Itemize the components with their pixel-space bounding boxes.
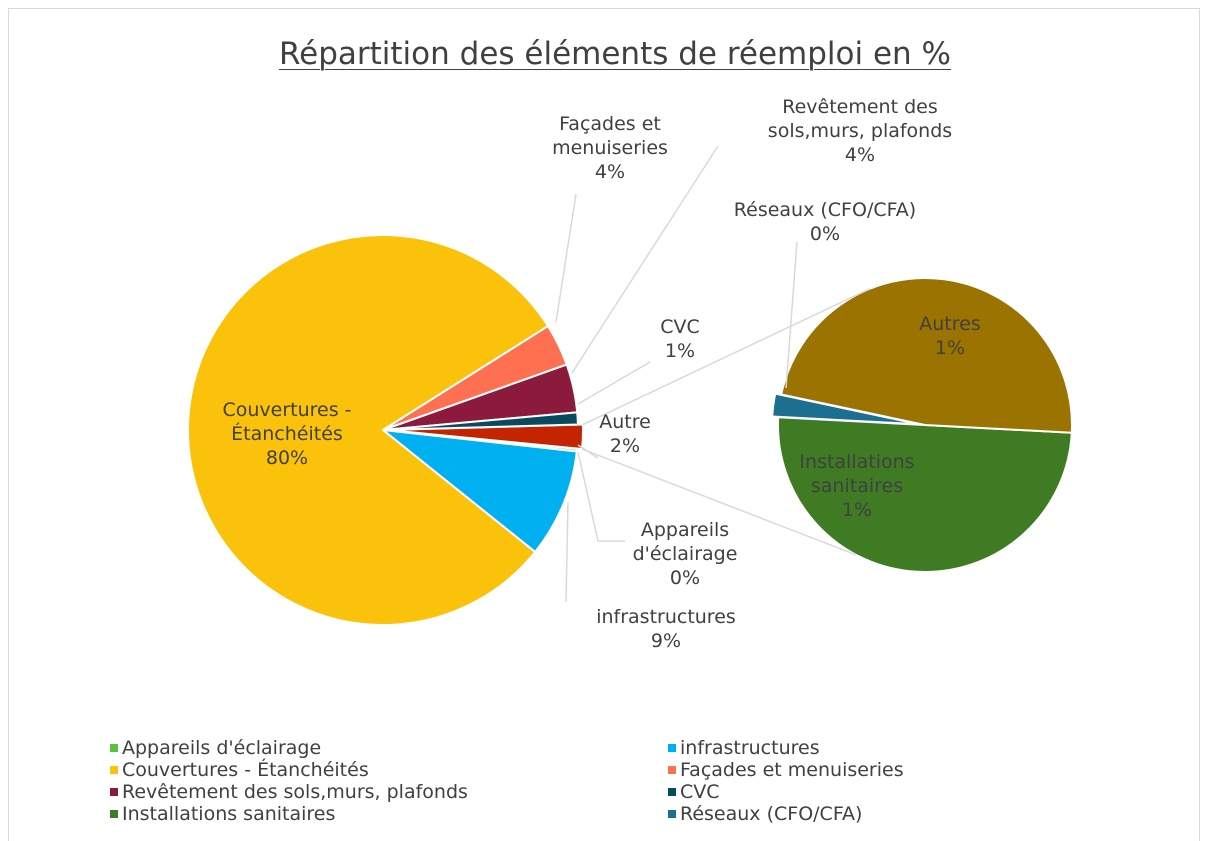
- chart-border: [8, 8, 1200, 841]
- legend-label: Couvertures - Étanchéités: [122, 759, 369, 781]
- legend-label: Revêtement des sols,murs, plafonds: [122, 781, 468, 803]
- data-label: Autre 2%: [580, 410, 670, 458]
- legend-swatch: [110, 810, 118, 818]
- legend-swatch: [668, 788, 676, 796]
- label-value: 0%: [809, 223, 841, 245]
- legend-swatch: [110, 744, 118, 752]
- leader-line: [577, 444, 599, 459]
- data-label: Installations sanitaires 1%: [782, 450, 932, 522]
- legend-item: CVC: [668, 781, 720, 803]
- label-value: 80%: [265, 447, 309, 469]
- data-label: Couvertures - Étanchéités 80%: [212, 398, 362, 470]
- label-name: Revêtement des sols,murs, plafonds: [767, 96, 953, 142]
- label-value: 1%: [841, 499, 873, 521]
- data-label: Autres 1%: [900, 312, 1000, 360]
- legend-label: Appareils d'éclairage: [122, 737, 322, 759]
- label-name: Autre: [599, 411, 651, 433]
- pie-slice: [187, 233, 550, 626]
- data-label: infrastructures 9%: [576, 605, 756, 653]
- label-name: Autres: [919, 313, 981, 335]
- legend-swatch: [668, 766, 676, 774]
- leader-line: [577, 451, 625, 542]
- label-value: 9%: [650, 630, 682, 652]
- legend-item: Installations sanitaires: [110, 803, 335, 825]
- legend-swatch: [110, 788, 118, 796]
- label-value: 2%: [609, 435, 641, 457]
- chart-title: Répartition des éléments de réemploi en …: [279, 36, 951, 72]
- legend-item: Façades et menuiseries: [668, 759, 904, 781]
- label-name: infrastructures: [596, 606, 736, 628]
- legend-label: Façades et menuiseries: [680, 759, 904, 781]
- legend-item: Revêtement des sols,murs, plafonds: [110, 781, 468, 803]
- leader-line: [571, 145, 719, 374]
- pie-slice: [387, 423, 584, 451]
- legend-item: infrastructures: [668, 737, 820, 759]
- label-value: 4%: [594, 161, 626, 183]
- label-value: 1%: [934, 337, 966, 359]
- legend-item: Réseaux (CFO/CFA): [668, 803, 862, 825]
- leader-line: [577, 361, 651, 405]
- pie-slice: [379, 428, 578, 554]
- leader-line: [785, 241, 798, 389]
- leader-line: [555, 193, 577, 323]
- legend-item: Couvertures - Étanchéités: [110, 759, 369, 781]
- data-label: Revêtement des sols,murs, plafonds 4%: [740, 95, 980, 167]
- legend-label: Réseaux (CFO/CFA): [680, 803, 863, 825]
- pie-slice: [780, 276, 1073, 434]
- leader-line: [565, 501, 569, 603]
- data-label: Façades et menuiseries 4%: [530, 112, 690, 184]
- legend-item: Appareils d'éclairage: [110, 737, 321, 759]
- pie-slice: [382, 411, 579, 431]
- data-label: Appareils d'éclairage 0%: [620, 518, 750, 590]
- label-value: 1%: [664, 340, 696, 362]
- data-label: Réseaux (CFO/CFA) 0%: [700, 198, 950, 246]
- label-value: 0%: [669, 567, 701, 589]
- legend-swatch: [668, 810, 676, 818]
- label-name: Couvertures - Étanchéités: [222, 399, 352, 445]
- connector-line: [582, 288, 871, 426]
- legend-label: infrastructures: [680, 737, 820, 759]
- pie-slice: [777, 416, 1073, 573]
- label-name: Installations sanitaires: [799, 451, 915, 497]
- label-name: Appareils d'éclairage: [632, 519, 738, 565]
- legend-label: CVC: [680, 781, 720, 803]
- legend-label: Installations sanitaires: [122, 803, 336, 825]
- label-name: Réseaux (CFO/CFA): [733, 199, 917, 221]
- legend-swatch: [110, 766, 118, 774]
- data-label: CVC 1%: [630, 315, 730, 363]
- label-name: Façades et menuiseries: [552, 113, 668, 159]
- label-value: 4%: [844, 144, 876, 166]
- legend-swatch: [668, 744, 676, 752]
- connector-line: [581, 448, 857, 556]
- label-name: CVC: [660, 316, 700, 338]
